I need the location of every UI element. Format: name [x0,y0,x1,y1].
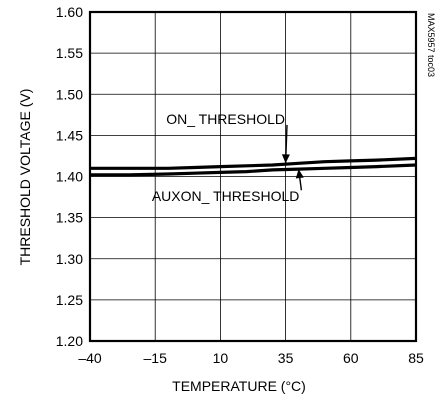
annotation-arrowhead [281,154,290,164]
y-tick-labels: 1.20 1.25 1.30 1.35 1.40 1.45 1.50 1.55 1.60 [56,4,83,349]
plot-frame [88,10,418,343]
series-line-on-threshold [90,156,417,170]
y-tick-label: 1.55 [56,45,83,61]
annotations: ON_ THRESHOLD AUXON_ THRESHOLD [152,111,304,204]
series-group [90,156,417,177]
x-tick-label: 60 [343,350,359,366]
y-tick-label: 1.30 [56,251,83,267]
y-tick-label: 1.45 [56,127,83,143]
x-tick-label: 10 [213,350,229,366]
y-tick-label: 1.40 [56,169,83,185]
y-tick-label: 1.50 [56,86,83,102]
y-tick-label: 1.25 [56,292,83,308]
annotation-arrowhead [295,169,304,179]
series-line-auxon-threshold [90,163,417,177]
x-tick-label: 35 [278,350,294,366]
y-axis-title: THRESHOLD VOLTAGE (V) [17,89,33,266]
annotation-label-auxon-threshold: AUXON_ THRESHOLD [152,188,300,204]
y-tick-label: 1.35 [56,210,83,226]
x-tick-label: 85 [408,350,424,366]
y-tick-label: 1.20 [56,333,83,349]
x-tick-label: –15 [144,350,168,366]
y-tick-label: 1.60 [56,4,83,20]
figure-id: MAX5957 toc03 [426,13,436,77]
x-tick-label: –40 [78,350,102,366]
x-axis-title: TEMPERATURE (°C) [172,378,306,394]
grid [90,12,416,341]
x-tick-labels: –40 –15 10 35 60 85 [78,350,424,366]
annotation-label-on-threshold: ON_ THRESHOLD [166,111,285,127]
